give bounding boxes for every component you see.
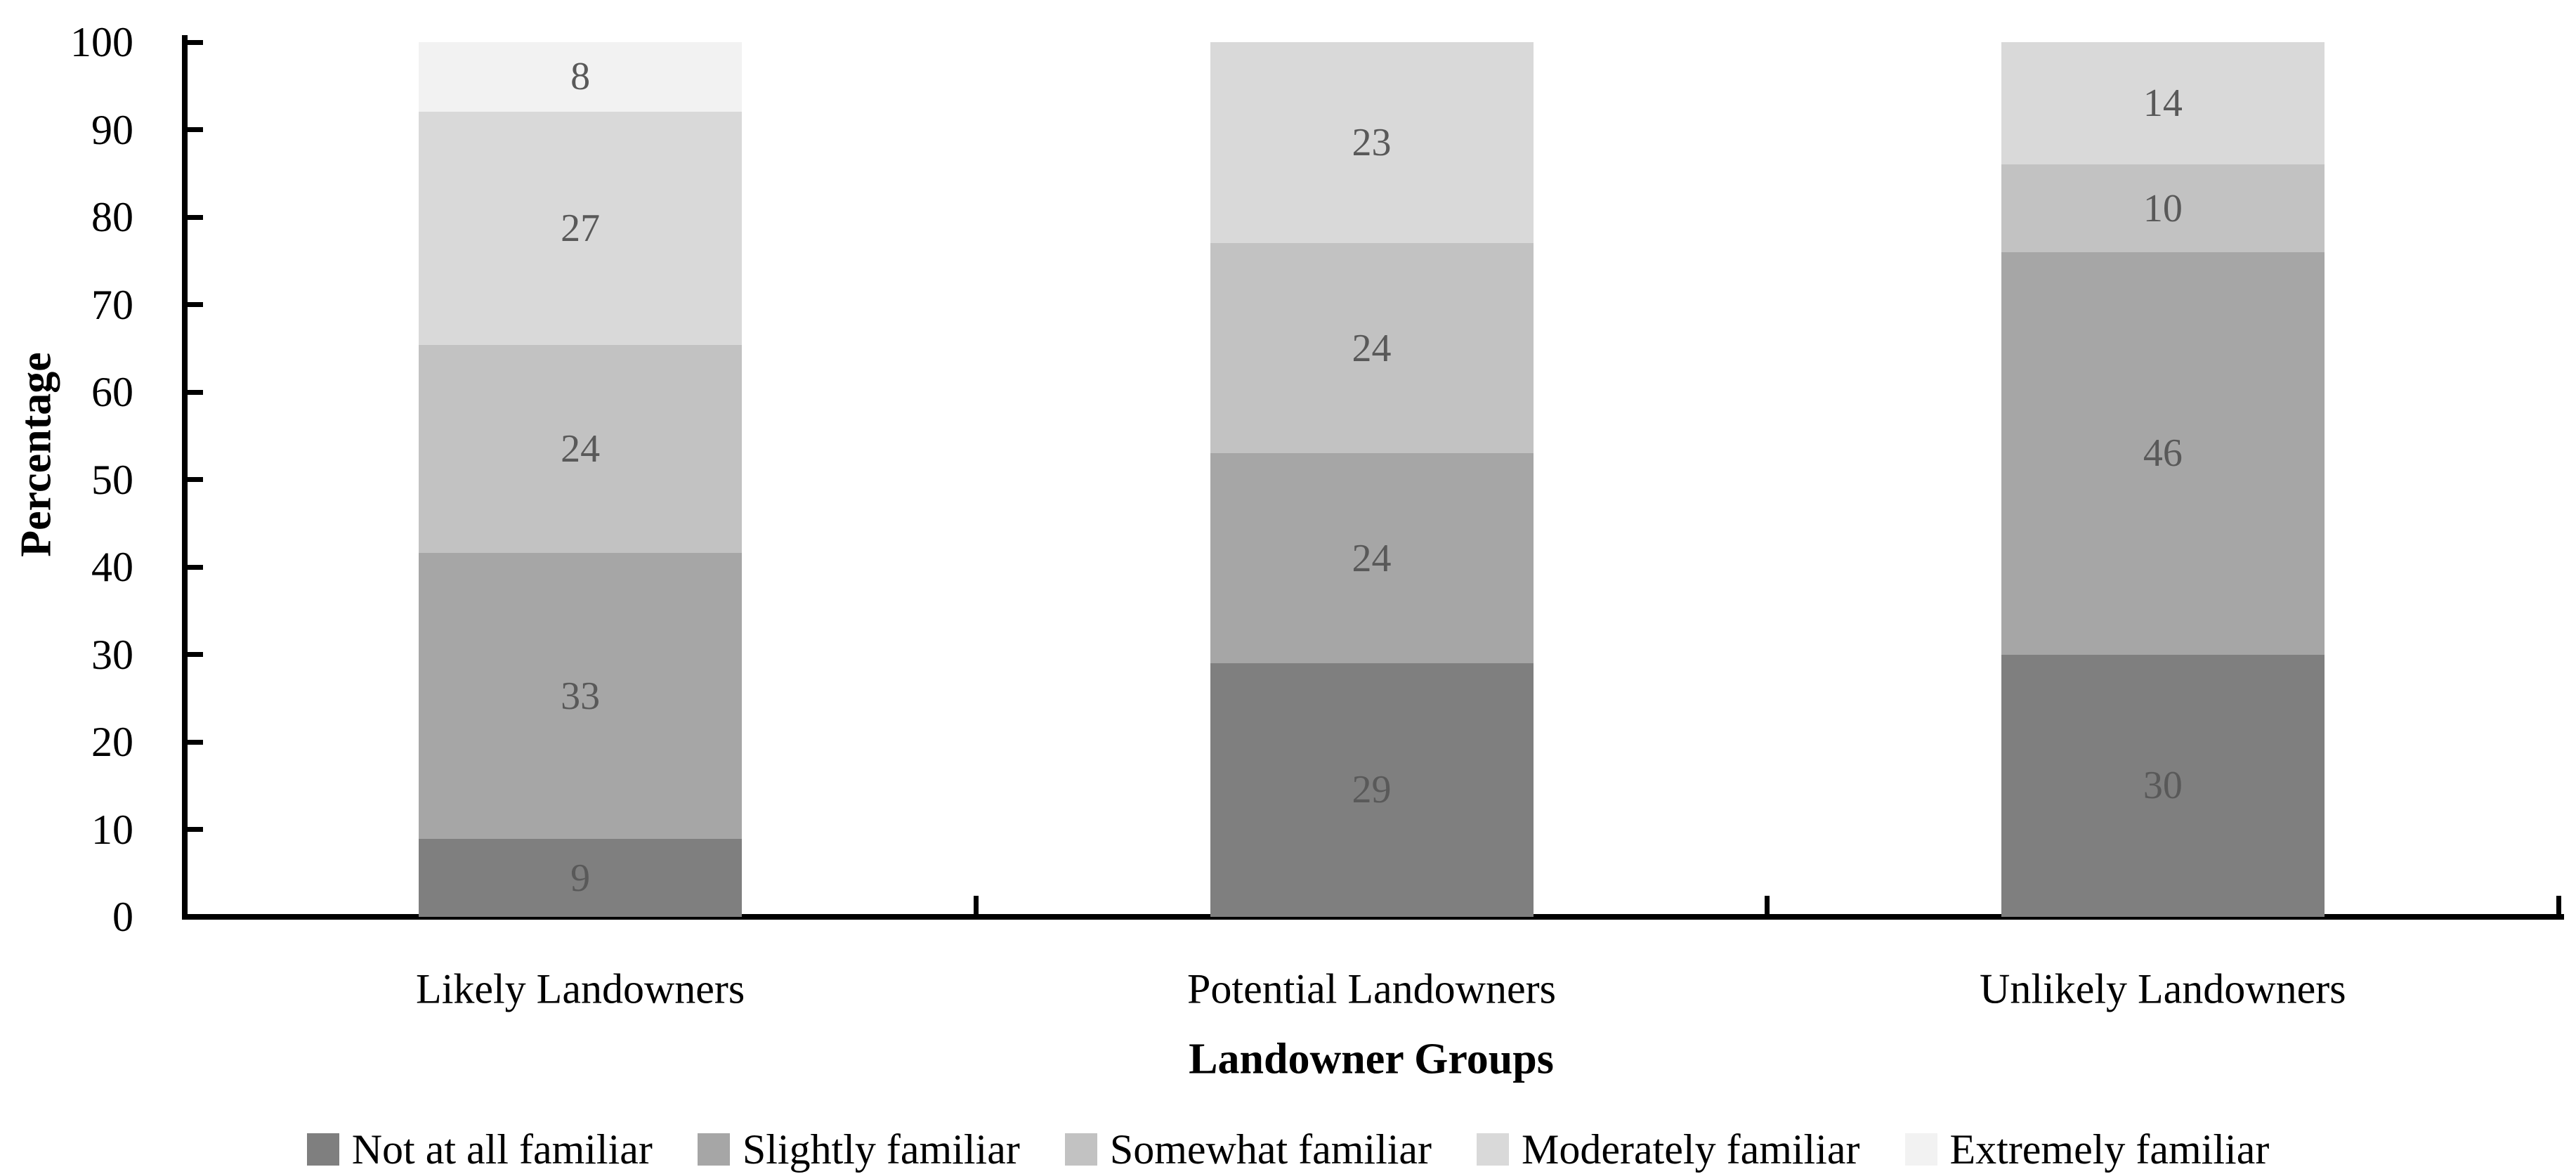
x-axis-category-label: Potential Landowners: [1187, 965, 1556, 1012]
legend-label: Extremely familiar: [1949, 1126, 2270, 1173]
legend-label: Not at all familiar: [351, 1126, 653, 1173]
y-axis-tick-label: 80: [91, 194, 133, 240]
bar-value-label: 8: [570, 55, 591, 99]
x-axis-line: [182, 914, 2564, 920]
legend-item: Not at all familiar: [306, 1126, 653, 1173]
bar-value-label: 24: [561, 427, 601, 471]
y-axis-line: [182, 35, 188, 920]
legend-swatch: [697, 1133, 730, 1166]
legend-label: Slightly familiar: [742, 1126, 1020, 1173]
bar-segment: 14: [2001, 42, 2325, 165]
y-axis-tick: [188, 564, 203, 570]
legend-item: Extremely familiar: [1904, 1126, 2270, 1173]
bar-segment: 23: [1210, 42, 1534, 244]
y-axis-tick: [188, 827, 203, 832]
stacked-bar: 9 33 24 27 8: [419, 42, 743, 917]
y-axis-tick: [188, 214, 203, 220]
x-axis-tick: [973, 896, 979, 914]
legend: Not at all familiar Slightly familiar Some…: [0, 1128, 2576, 1170]
bar-value-label: 9: [570, 856, 591, 900]
bar-value-label: 33: [561, 674, 601, 718]
legend-label: Moderately familiar: [1522, 1126, 1860, 1173]
bar-segment: 46: [2001, 252, 2325, 655]
y-axis-tick-label: 60: [91, 369, 133, 415]
legend-swatch: [1064, 1133, 1097, 1166]
stacked-bar: 29 24 24 23: [1210, 42, 1534, 917]
bar-value-label: 24: [1352, 536, 1392, 580]
bar-segment: 8: [419, 42, 743, 112]
bar-segment: 33: [419, 553, 743, 840]
x-axis-tick: [2556, 896, 2561, 914]
y-axis-tick: [188, 652, 203, 657]
bar-segment: 24: [1210, 243, 1534, 454]
bar-segment: 9: [419, 839, 743, 917]
bar-value-label: 27: [561, 207, 601, 251]
legend-label: Somewhat familiar: [1109, 1126, 1432, 1173]
y-axis-tick-label: 20: [91, 719, 133, 765]
bar-value-label: 30: [2143, 764, 2183, 808]
bar-value-label: 29: [1352, 768, 1392, 812]
bar-segment: 29: [1210, 663, 1534, 917]
bar-value-label: 14: [2143, 81, 2183, 126]
y-axis-tick: [188, 389, 203, 395]
y-axis-tick-label: 10: [91, 806, 133, 853]
y-axis-tick: [188, 302, 203, 307]
legend-item: Moderately familiar: [1477, 1126, 1860, 1173]
bar-value-label: 23: [1352, 121, 1392, 165]
y-axis-tick: [188, 914, 203, 920]
bar-value-label: 10: [2143, 186, 2183, 230]
x-axis-title: Landowner Groups: [1189, 1035, 1554, 1083]
x-axis-tick: [1765, 896, 1770, 914]
legend-swatch: [1477, 1133, 1510, 1166]
legend-swatch: [306, 1133, 339, 1166]
y-axis-tick-label: 0: [112, 894, 133, 940]
y-axis-tick-label: 50: [91, 456, 133, 503]
bar-segment: 10: [2001, 164, 2325, 252]
bar-segment: 30: [2001, 654, 2325, 917]
bar-value-label: 46: [2143, 431, 2183, 476]
x-axis-category-label: Likely Landowners: [416, 965, 745, 1012]
legend-item: Slightly familiar: [697, 1126, 1020, 1173]
y-axis-tick-label: 70: [91, 281, 133, 328]
bar-segment: 24: [1210, 453, 1534, 663]
y-axis-tick-label: 90: [91, 106, 133, 153]
bar-segment: 24: [419, 345, 743, 554]
y-axis-tick: [188, 477, 203, 482]
stacked-bar: 30 46 10 14: [2001, 42, 2325, 917]
bar-value-label: 24: [1352, 326, 1392, 370]
legend-swatch: [1904, 1133, 1937, 1166]
y-axis-tick: [188, 39, 203, 45]
y-axis-tick-label: 100: [70, 19, 133, 65]
y-axis-tick-label: 40: [91, 544, 133, 590]
y-axis-tick: [188, 739, 203, 745]
legend-item: Somewhat familiar: [1064, 1126, 1432, 1173]
x-axis-category-label: Unlikely Landowners: [1980, 965, 2346, 1012]
y-axis-tick-label: 30: [91, 631, 133, 678]
y-axis-tick: [188, 127, 203, 132]
bar-segment: 27: [419, 111, 743, 346]
